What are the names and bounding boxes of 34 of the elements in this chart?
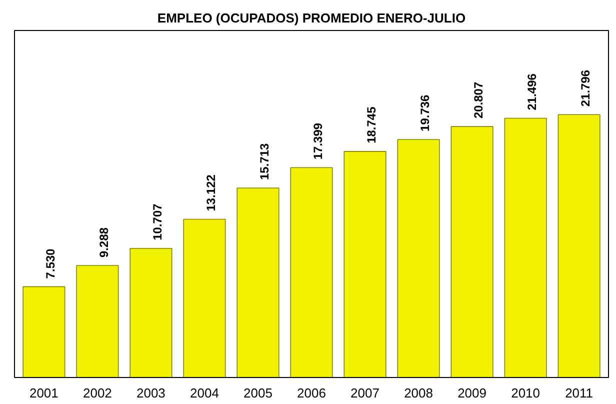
x-tick-label: 2007: [350, 386, 380, 400]
x-tick-label: 2004: [190, 386, 219, 400]
data-label: 10.707: [150, 203, 164, 240]
x-tick-label: 2003: [136, 386, 166, 400]
data-label: 9.288: [96, 227, 111, 258]
x-tick-label: 2008: [404, 386, 433, 400]
data-label: 7.530: [43, 248, 58, 279]
bar: [22, 286, 66, 378]
bar: [397, 139, 440, 378]
bar: [558, 114, 600, 378]
x-tick-label: 2006: [297, 386, 326, 400]
data-label: 21.796: [578, 70, 593, 107]
x-tick-label: 2005: [244, 386, 272, 400]
data-label: 21.496: [525, 73, 540, 110]
bar: [504, 118, 547, 378]
bar: [450, 126, 494, 378]
data-label: 15.713: [257, 142, 272, 180]
data-label: 20.807: [472, 82, 486, 119]
bar: [183, 218, 226, 378]
chart-title: EMPLEO (OCUPADOS) PROMEDIO ENERO-JULIO: [157, 10, 466, 26]
x-tick-label: 2002: [82, 386, 112, 400]
data-label: 18.745: [364, 106, 379, 144]
x-tick-label: 2011: [565, 386, 594, 400]
data-label: 17.399: [311, 122, 325, 160]
x-tick-label: 2001: [29, 386, 58, 400]
x-tick-label: 2010: [511, 386, 540, 400]
bar: [290, 167, 333, 378]
data-label: 13.122: [204, 174, 218, 212]
bar: [76, 265, 119, 378]
bar: [236, 188, 280, 378]
bar: [344, 151, 386, 378]
data-label: 19.736: [418, 94, 432, 132]
bar: [130, 248, 172, 378]
x-tick-label: 2009: [458, 386, 486, 400]
